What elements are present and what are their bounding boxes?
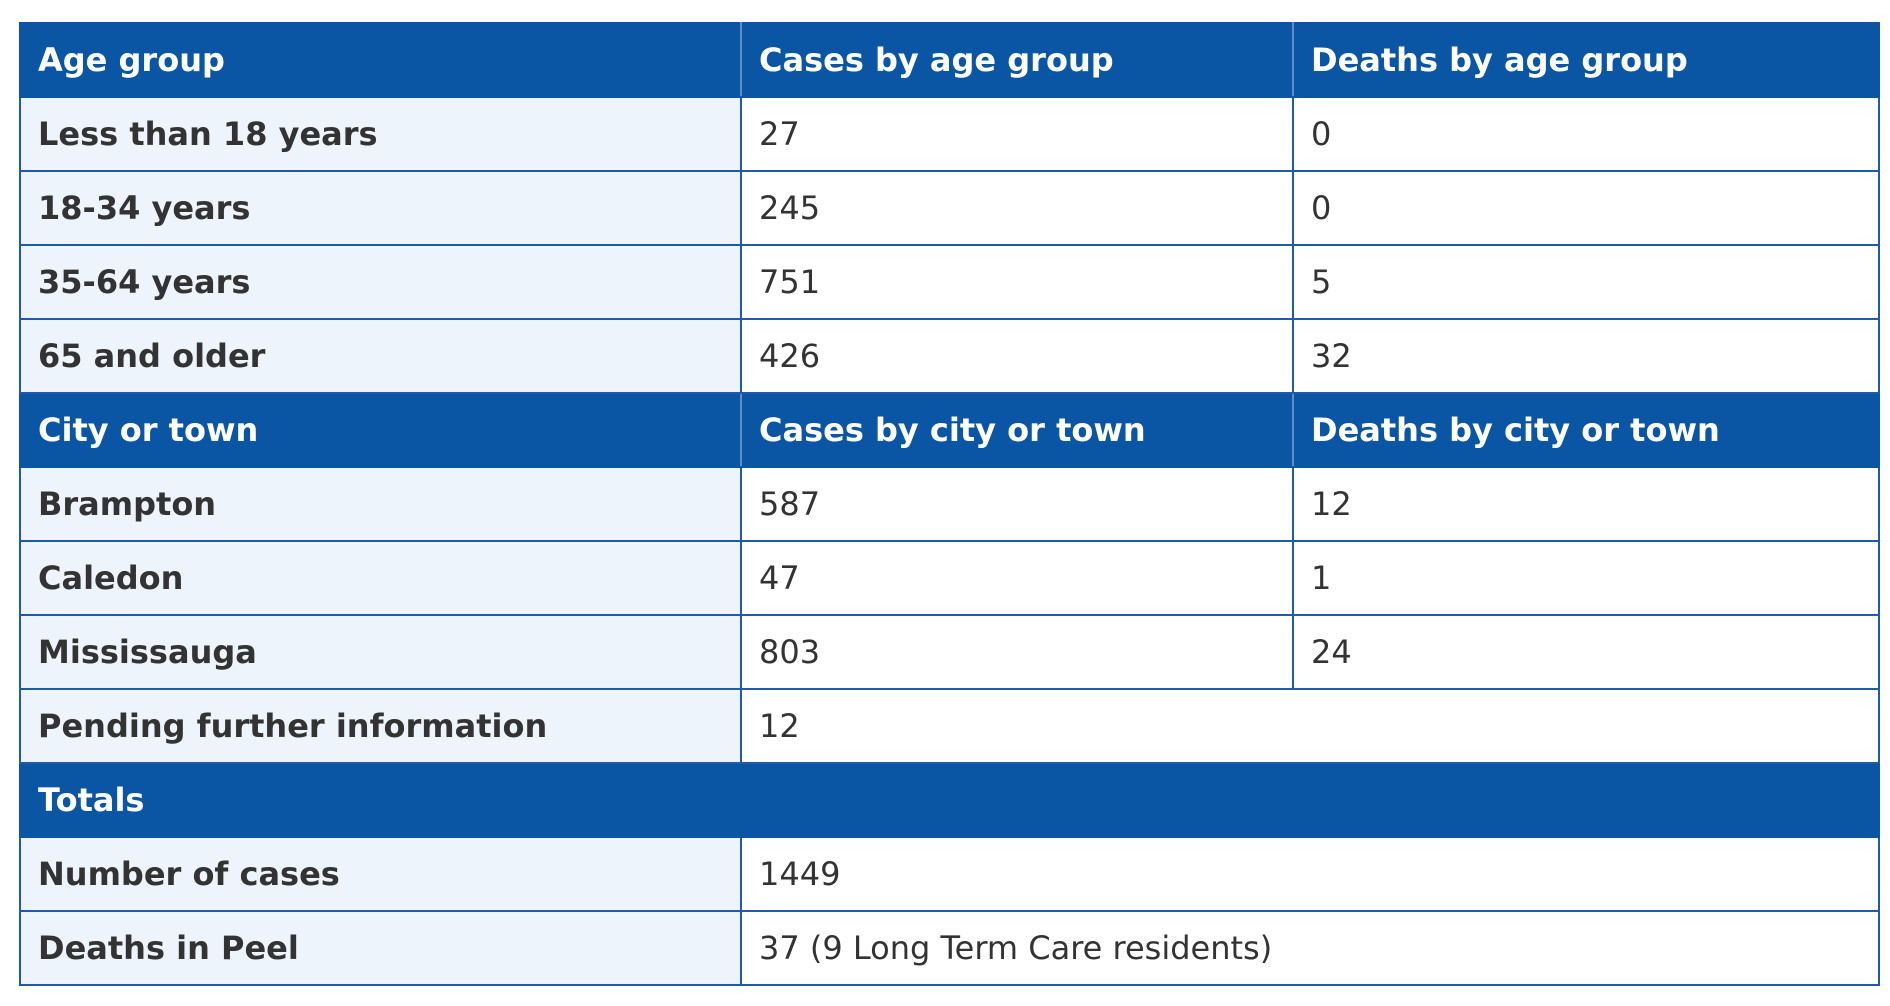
row-label: Pending further information — [19, 688, 742, 764]
cases-cell: 803 — [740, 614, 1294, 690]
cases-cell: 587 — [740, 466, 1294, 542]
row-label: 35-64 years — [19, 244, 742, 320]
deaths-cell: 0 — [1292, 96, 1880, 172]
deaths-cell: 24 — [1292, 614, 1880, 690]
row-label: Less than 18 years — [19, 96, 742, 172]
column-header: City or town — [19, 392, 742, 468]
pending-value-cell: 12 — [740, 688, 1880, 764]
pending-row: Pending further information 12 — [19, 688, 1880, 764]
cases-cell: 27 — [740, 96, 1294, 172]
table-row: 18-34 years 245 0 — [19, 170, 1880, 246]
cases-cell: 245 — [740, 170, 1294, 246]
row-label: Number of cases — [19, 836, 742, 912]
total-deaths-cell: 37 (9 Long Term Care residents) — [740, 910, 1880, 986]
column-header: Cases by city or town — [740, 392, 1294, 468]
column-header: Deaths by age group — [1292, 22, 1880, 98]
deaths-cell: 32 — [1292, 318, 1880, 394]
deaths-cell: 0 — [1292, 170, 1880, 246]
deaths-cell: 1 — [1292, 540, 1880, 616]
covid-stats-table-container: Age group Cases by age group Deaths by a… — [19, 22, 1880, 986]
column-header: Cases by age group — [740, 22, 1294, 98]
age-group-header-row: Age group Cases by age group Deaths by a… — [19, 22, 1880, 98]
table-row: 65 and older 426 32 — [19, 318, 1880, 394]
table-row: Deaths in Peel 37 (9 Long Term Care resi… — [19, 910, 1880, 986]
row-label: Mississauga — [19, 614, 742, 690]
table-row: 35-64 years 751 5 — [19, 244, 1880, 320]
cases-cell: 426 — [740, 318, 1294, 394]
row-label: Brampton — [19, 466, 742, 542]
row-label: 18-34 years — [19, 170, 742, 246]
city-header-row: City or town Cases by city or town Death… — [19, 392, 1880, 468]
row-label: Caledon — [19, 540, 742, 616]
row-label: 65 and older — [19, 318, 742, 394]
covid-stats-table: Age group Cases by age group Deaths by a… — [19, 22, 1880, 986]
row-label: Deaths in Peel — [19, 910, 742, 986]
table-row: Less than 18 years 27 0 — [19, 96, 1880, 172]
total-cases-cell: 1449 — [740, 836, 1880, 912]
column-header: Deaths by city or town — [1292, 392, 1880, 468]
table-row: Mississauga 803 24 — [19, 614, 1880, 690]
cases-cell: 47 — [740, 540, 1294, 616]
column-header: Age group — [19, 22, 742, 98]
totals-header: Totals — [19, 762, 1880, 838]
cases-cell: 751 — [740, 244, 1294, 320]
table-row: Brampton 587 12 — [19, 466, 1880, 542]
deaths-cell: 5 — [1292, 244, 1880, 320]
table-row: Number of cases 1449 — [19, 836, 1880, 912]
totals-header-row: Totals — [19, 762, 1880, 838]
table-row: Caledon 47 1 — [19, 540, 1880, 616]
deaths-cell: 12 — [1292, 466, 1880, 542]
